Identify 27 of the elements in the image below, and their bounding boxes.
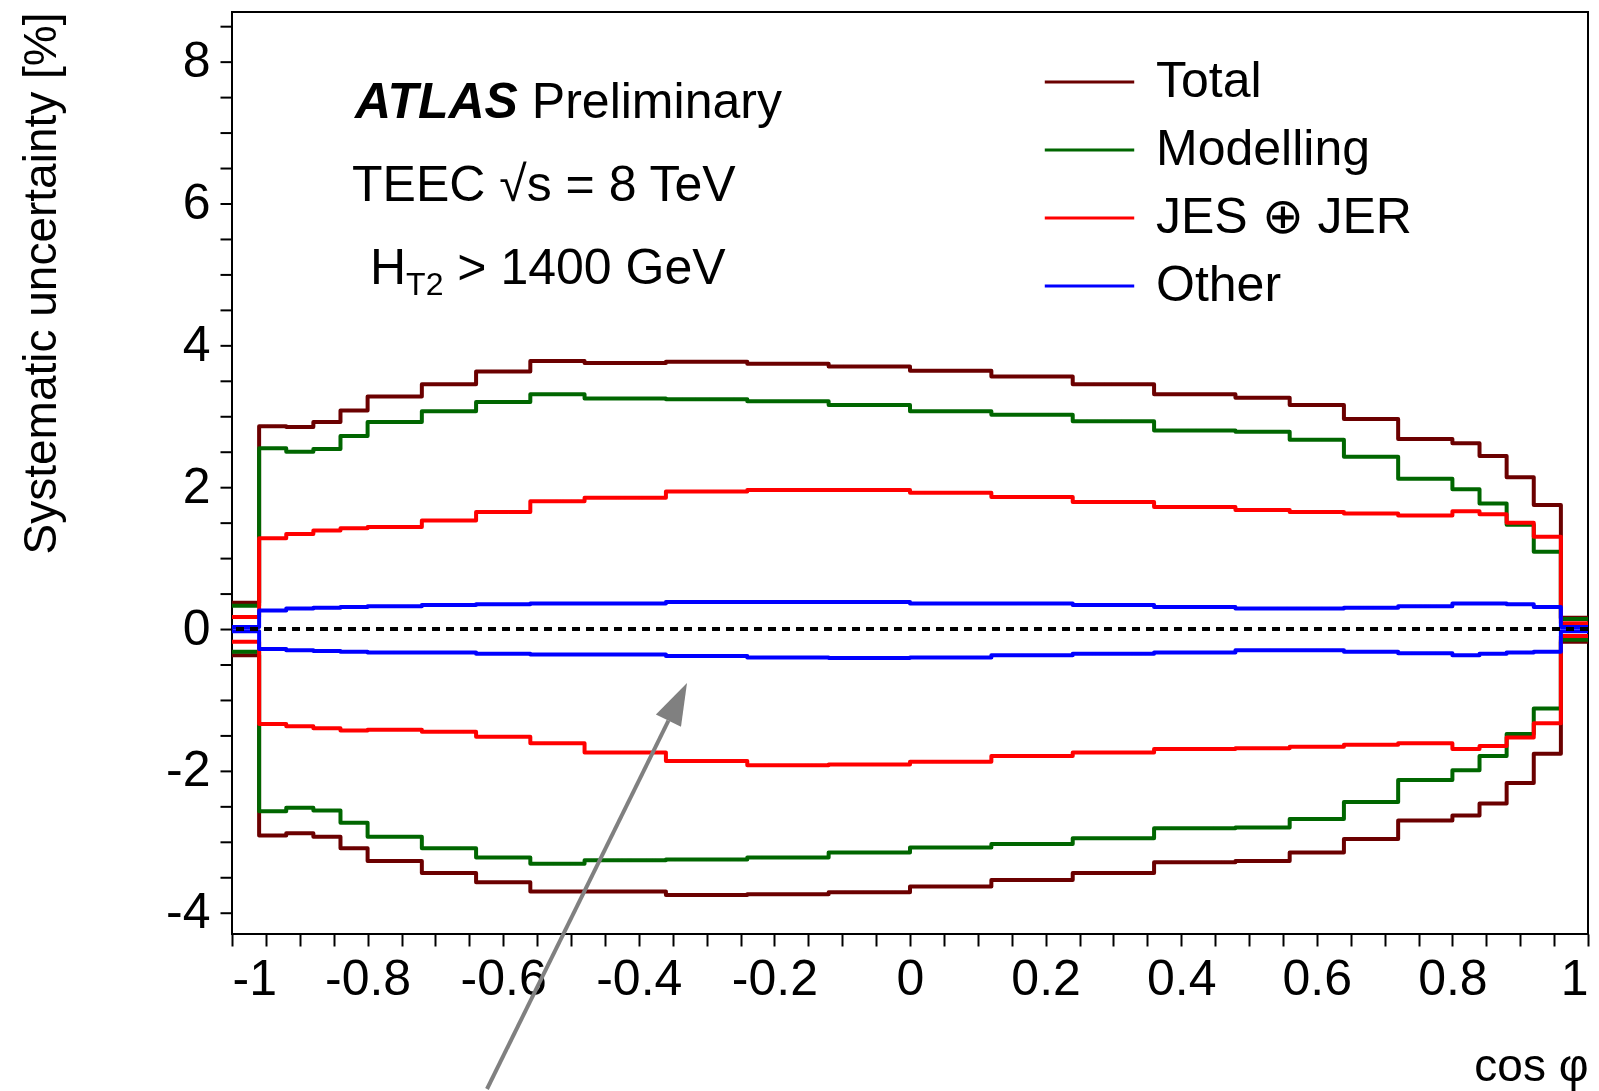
y-tick-label: 4 (182, 315, 211, 372)
x-tick-label: 0.4 (1146, 949, 1217, 1006)
y-axis-title: Systematic uncertainty [%] (14, 12, 67, 555)
annotation: ATLAS Preliminary (355, 73, 782, 129)
x-tick-label: 0.2 (1011, 949, 1081, 1006)
y-tick-label: 6 (182, 173, 211, 230)
legend-label: JES ⊕ JER (1156, 188, 1412, 244)
x-tick-label: -0.8 (325, 949, 412, 1006)
y-tick-label: -4 (166, 883, 211, 940)
x-tick-label: -1 (232, 949, 277, 1006)
x-tick-label: 1 (1560, 949, 1589, 1006)
y-tick-label: 2 (182, 457, 211, 514)
legend-label: Modelling (1156, 120, 1371, 176)
annotation: TEEC √s = 8 TeV (352, 155, 736, 213)
x-tick-label: 0.6 (1282, 949, 1353, 1006)
x-tick-label: 0.8 (1418, 949, 1488, 1006)
y-tick-label: 0 (182, 599, 211, 656)
x-tick-label: -0.6 (460, 949, 547, 1006)
y-tick-label: -2 (166, 741, 211, 798)
x-tick-label: 0 (896, 949, 925, 1006)
legend-label: Other (1156, 256, 1282, 312)
x-tick-label: -0.2 (731, 949, 818, 1006)
x-tick-label: -0.4 (596, 949, 683, 1006)
x-axis-title: cos φ (1474, 1038, 1589, 1091)
y-tick-label: 8 (182, 32, 211, 89)
legend-label: Total (1156, 52, 1262, 108)
annotation: H$_{T2}$ > 1400 GeV (370, 238, 726, 303)
